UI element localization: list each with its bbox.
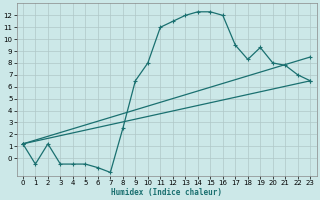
X-axis label: Humidex (Indice chaleur): Humidex (Indice chaleur) — [111, 188, 222, 197]
